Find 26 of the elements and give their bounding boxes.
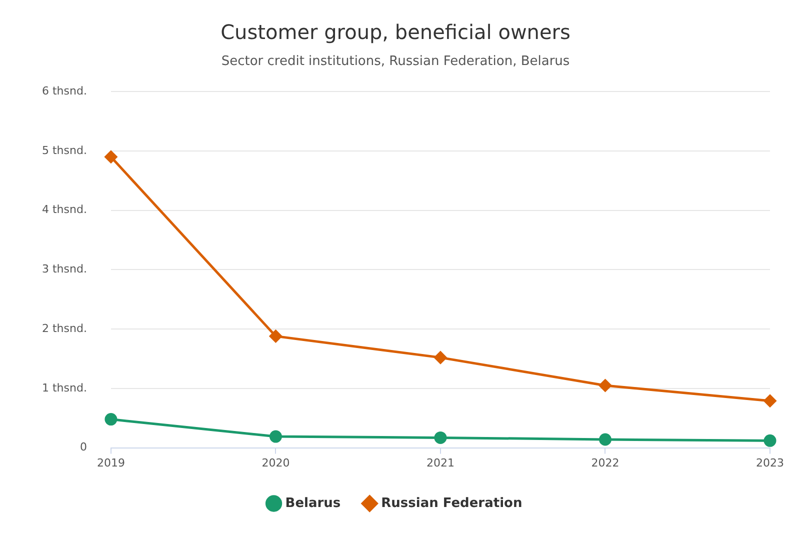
point [764,394,776,408]
x-tick-label: 2023 [756,456,784,470]
point [434,431,447,444]
y-tick-label: 4 thsnd. [42,203,87,216]
chart-title: Customer group, beneficial owners [220,20,570,44]
y-tick-label: 6 thsnd. [42,84,87,98]
y-tick-label: 5 thsnd. [42,144,87,157]
point [598,379,612,392]
y-tick-label: 0 [80,440,87,454]
y-tick-label: 2 thsnd. [42,322,87,335]
x-tick-label: 2019 [96,456,125,470]
y-tick-label: 3 thsnd. [42,262,87,276]
legend-label: Belarus [285,496,341,511]
y-tick-label: 1 thsnd. [42,381,87,394]
chart-subtitle: Sector credit institutions, Russian Federation, Belarus [221,54,570,70]
point [598,433,612,446]
x-tick-label: 2020 [262,456,290,470]
legend-label: Russian Federation [381,496,522,511]
point [104,413,118,426]
point [434,351,447,364]
point [764,434,776,447]
x-tick-label: 2022 [591,456,620,470]
point [269,330,282,342]
x-tick-label: 2021 [426,456,454,470]
point [104,150,118,164]
point [269,430,282,443]
